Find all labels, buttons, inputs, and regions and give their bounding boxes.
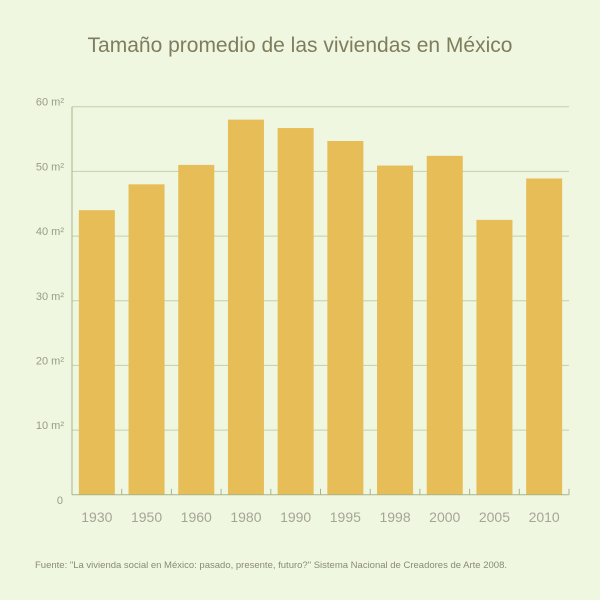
y-tick-label: 0 <box>57 495 63 507</box>
x-tick-label: 1930 <box>81 509 112 525</box>
y-tick-label: 50 m² <box>36 161 64 173</box>
bar-1960 <box>178 164 215 495</box>
x-tick-label: 1995 <box>330 509 361 525</box>
y-tick-label: 20 m² <box>36 355 64 367</box>
chart-title: Tamaño promedio de las viviendas en Méxi… <box>87 34 513 57</box>
x-tick-label: 1960 <box>181 509 212 525</box>
bar-1990 <box>277 128 314 495</box>
x-tick-label: 1990 <box>280 509 311 525</box>
bar-1980 <box>227 119 264 495</box>
bar-1998 <box>377 165 414 495</box>
bar-2005 <box>476 219 513 495</box>
y-tick-label: 60 m² <box>36 97 64 109</box>
x-tick-label: 1980 <box>230 509 261 525</box>
bar-2010 <box>526 178 563 495</box>
y-tick-label: 30 m² <box>36 291 64 303</box>
bar-2000 <box>426 155 463 495</box>
bar-1950 <box>128 184 165 495</box>
y-tick-label: 40 m² <box>36 226 64 238</box>
x-tick-label: 1998 <box>379 509 410 525</box>
x-tick-label: 2005 <box>479 509 510 525</box>
source-note: Fuente: "La vivienda social en México: p… <box>35 560 507 571</box>
bar-1930 <box>78 210 115 495</box>
x-tick-label: 1950 <box>131 509 162 525</box>
bar-1995 <box>327 140 364 495</box>
x-tick-label: 2000 <box>429 509 460 525</box>
y-tick-label: 10 m² <box>36 420 64 432</box>
x-tick-label: 2010 <box>529 509 560 525</box>
bar-chart: 0 10 m² 20 m² 30 m² 40 m² 50 m² 60 m² 1930 1950 1… <box>36 97 570 525</box>
